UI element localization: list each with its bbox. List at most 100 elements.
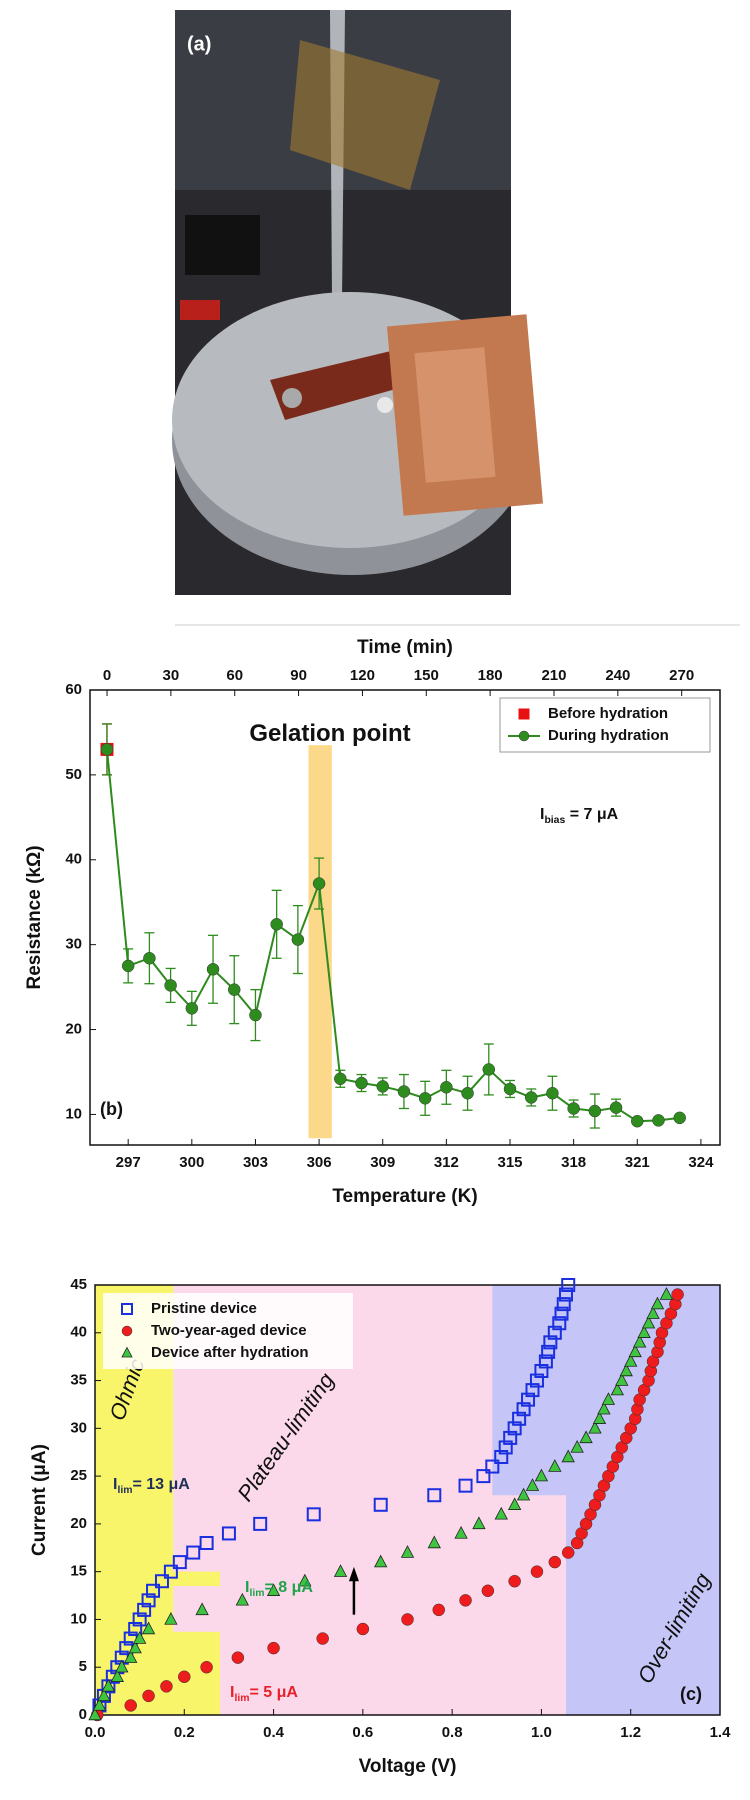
marker <box>459 1594 472 1607</box>
marker <box>525 1383 540 1398</box>
marker <box>579 1430 593 1444</box>
marker <box>476 1469 491 1484</box>
annotation-part: = 13 μA <box>132 1476 190 1493</box>
marker <box>641 1315 656 1329</box>
photo-copper-foil <box>414 347 496 483</box>
marker <box>249 1008 262 1022</box>
x2-tick-label: 60 <box>226 667 243 684</box>
marker <box>570 1439 584 1453</box>
marker <box>374 1554 388 1568</box>
marker <box>227 983 241 996</box>
marker <box>619 1363 633 1377</box>
marker <box>154 1574 169 1589</box>
x2-axis-title: Time (min) <box>357 637 453 658</box>
marker <box>482 1063 496 1076</box>
photo-wire <box>180 300 220 320</box>
marker <box>503 1430 518 1445</box>
photo-connector <box>185 215 260 275</box>
marker <box>516 1487 531 1501</box>
marker <box>427 1488 442 1503</box>
marker <box>461 1086 474 1100</box>
marker <box>624 1353 638 1367</box>
marker <box>121 959 135 973</box>
marker <box>316 1632 329 1645</box>
marker <box>494 1506 508 1520</box>
marker <box>652 1114 665 1127</box>
marker <box>141 1593 156 1608</box>
y-tick-label: 30 <box>65 936 82 953</box>
marker <box>110 1669 124 1682</box>
legend-label: During hydration <box>548 727 669 744</box>
marker <box>163 1564 178 1579</box>
marker <box>508 1574 521 1588</box>
x2-tick-label: 0 <box>103 667 111 684</box>
marker <box>186 1545 201 1560</box>
marker <box>561 1449 575 1463</box>
marker <box>97 1688 111 1702</box>
marker <box>115 1659 129 1673</box>
photo-screw <box>282 388 302 408</box>
x-tick-label: 306 <box>307 1154 332 1171</box>
marker <box>454 1525 468 1539</box>
marker <box>185 1002 199 1015</box>
marker <box>485 1459 500 1474</box>
marker <box>628 1344 642 1358</box>
marker <box>128 1640 142 1654</box>
marker <box>124 1699 137 1712</box>
y-tick-label: 10 <box>65 1105 82 1122</box>
x-axis-title: Temperature (K) <box>332 1186 477 1207</box>
y-tick-label: 50 <box>65 766 82 783</box>
gelation-band <box>308 745 332 1139</box>
annotation: Ilim= 5 μA <box>230 1684 298 1704</box>
marker <box>312 877 326 890</box>
marker <box>178 1670 191 1684</box>
marker <box>160 1680 173 1693</box>
x-tick-label: 0.0 <box>85 1724 106 1741</box>
y-tick-label: 30 <box>70 1419 87 1436</box>
y-tick-label: 20 <box>65 1021 82 1038</box>
marker <box>195 1602 209 1616</box>
legend-box <box>103 1293 353 1369</box>
photo-droplet <box>377 397 393 413</box>
marker <box>472 1516 486 1530</box>
x-tick-label: 1.4 <box>710 1724 732 1741</box>
marker <box>592 1411 607 1424</box>
marker <box>253 1516 268 1531</box>
x-tick-label: 315 <box>497 1154 522 1171</box>
marker <box>525 1478 540 1491</box>
marker <box>200 1660 213 1674</box>
marker <box>609 1101 623 1114</box>
y-tick-label: 15 <box>70 1563 87 1580</box>
x-tick-label: 300 <box>179 1154 204 1171</box>
marker <box>588 1420 602 1434</box>
marker <box>588 1104 602 1118</box>
x-tick-label: 0.2 <box>174 1724 195 1741</box>
marker <box>646 1306 660 1319</box>
marker <box>518 708 530 720</box>
marker <box>124 1650 138 1663</box>
photo-panel: (a) <box>172 10 544 595</box>
marker <box>548 1555 562 1569</box>
legend-label: Two-year-aged device <box>151 1322 307 1339</box>
marker <box>659 1287 674 1300</box>
marker <box>530 1565 544 1578</box>
x-tick-label: 297 <box>116 1154 141 1171</box>
marker <box>458 1478 473 1493</box>
marker <box>235 1592 249 1606</box>
marker <box>100 743 114 756</box>
annotation-part: I <box>245 1579 249 1596</box>
marker <box>534 1468 549 1482</box>
annotation-part: = 5 μA <box>249 1684 298 1701</box>
marker <box>298 1573 312 1587</box>
marker <box>507 1421 522 1436</box>
marker <box>401 1613 414 1626</box>
y-tick-label: 45 <box>70 1276 87 1293</box>
y-tick-label: 40 <box>70 1324 87 1341</box>
y-tick-label: 20 <box>70 1515 87 1532</box>
panel-label: (a) <box>187 33 211 55</box>
marker <box>121 1303 133 1315</box>
marker <box>427 1535 441 1549</box>
marker <box>541 1344 556 1359</box>
marker <box>137 1602 152 1617</box>
